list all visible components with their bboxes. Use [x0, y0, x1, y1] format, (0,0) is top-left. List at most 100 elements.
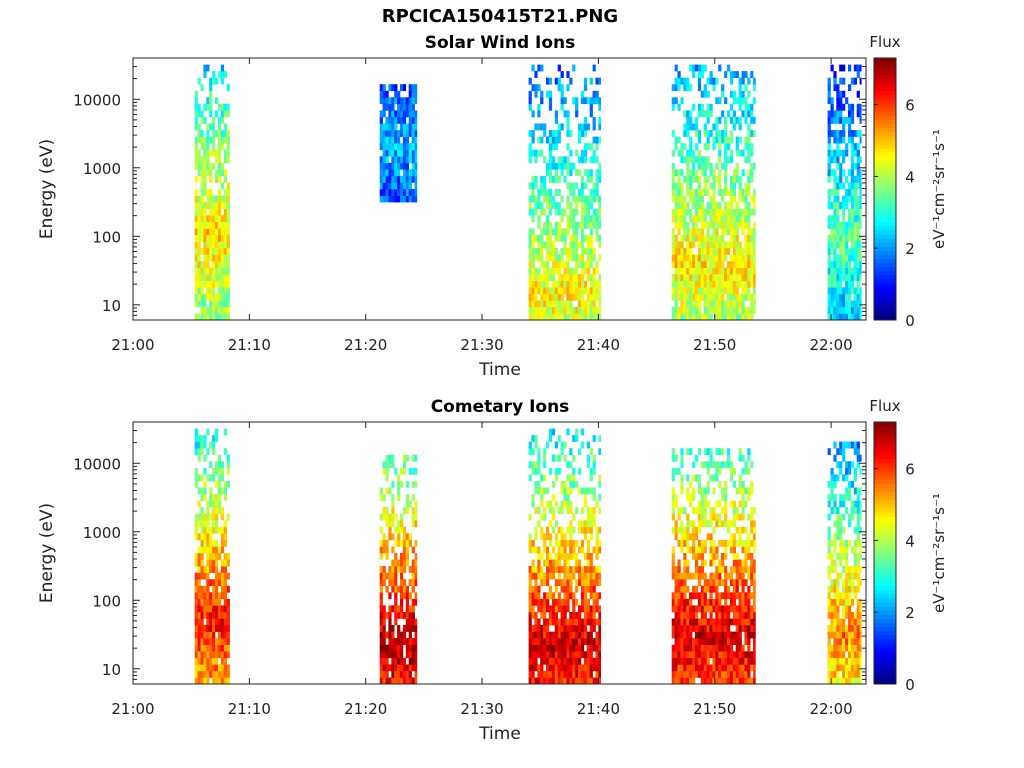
heatmap-cell — [706, 90, 710, 98]
heatmap-cell — [226, 293, 230, 301]
heatmap-cell — [827, 117, 831, 124]
heatmap-cell — [572, 215, 576, 222]
heatmap-cell — [411, 143, 415, 151]
heatmap-cell — [589, 110, 593, 118]
heatmap-cell — [839, 261, 843, 268]
heatmap-cell — [830, 293, 834, 301]
heatmap-cell — [703, 631, 707, 639]
heatmap-cell — [203, 566, 207, 573]
heatmap-cell — [551, 228, 556, 236]
heatmap-cell — [217, 123, 222, 131]
heatmap-cell — [677, 631, 681, 639]
heatmap-cell — [200, 598, 204, 606]
heatmap-cell — [732, 677, 736, 685]
heatmap-cell — [703, 300, 707, 308]
colorbar-swatch — [874, 544, 896, 550]
heatmap-cell — [391, 507, 395, 514]
heatmap-cell — [692, 670, 696, 678]
heatmap-cell — [203, 274, 207, 281]
heatmap-cell — [689, 123, 693, 131]
heatmap-cell — [583, 592, 588, 600]
heatmap-cell — [554, 559, 558, 567]
plot-frame — [132, 57, 867, 321]
heatmap-cell — [735, 566, 739, 573]
heatmap-cell — [850, 182, 855, 190]
heatmap-cell — [595, 169, 599, 177]
heatmap-cell — [543, 208, 547, 216]
heatmap-cell — [411, 494, 415, 501]
heatmap-cell — [839, 228, 843, 236]
x-axis-label: Time — [478, 360, 521, 380]
heatmap-cell — [683, 625, 687, 632]
heatmap-cell — [833, 247, 837, 255]
heatmap-cell — [859, 546, 862, 554]
heatmap-cell — [194, 428, 198, 436]
heatmap-cell — [735, 631, 739, 639]
heatmap-cell — [563, 313, 567, 321]
heatmap-cell — [206, 507, 210, 514]
heatmap-cell — [203, 670, 207, 678]
heatmap-cell — [569, 677, 573, 685]
heatmap-cell — [686, 169, 690, 177]
heatmap-cell — [741, 500, 745, 508]
heatmap-cell — [537, 507, 541, 514]
colorbar-tick-label: 2 — [905, 604, 915, 622]
heatmap-cell — [692, 618, 696, 626]
heatmap-cell — [592, 117, 596, 124]
heatmap-cell — [212, 162, 216, 170]
heatmap-cell — [402, 149, 407, 157]
heatmap-cell — [537, 566, 541, 573]
heatmap-cell — [546, 189, 550, 196]
heatmap-cell — [391, 559, 395, 567]
heatmap-cell — [203, 175, 207, 183]
heatmap-cell — [836, 234, 840, 242]
heatmap-cell — [732, 123, 736, 131]
heatmap-cell — [836, 202, 840, 209]
heatmap-cell — [738, 241, 742, 249]
heatmap-cell — [674, 592, 678, 600]
heatmap-cell — [586, 638, 590, 645]
heatmap-cell — [735, 175, 739, 183]
heatmap-cell — [402, 539, 407, 547]
heatmap-cell — [197, 441, 201, 449]
heatmap-cell — [575, 631, 579, 639]
heatmap-cell — [215, 254, 219, 262]
heatmap-cell — [827, 261, 831, 268]
heatmap-cell — [583, 169, 588, 177]
heatmap-cell — [405, 605, 409, 613]
heatmap-cell — [721, 677, 725, 685]
heatmap-cell — [677, 254, 681, 262]
heatmap-cell — [677, 241, 681, 249]
heatmap-cell — [212, 274, 216, 281]
heatmap-cell — [405, 592, 409, 600]
colorbar-swatch — [874, 225, 896, 231]
heatmap-cell — [537, 84, 541, 91]
heatmap-cell — [414, 84, 418, 91]
heatmap-cell — [845, 664, 849, 672]
heatmap-cell — [718, 149, 722, 157]
heatmap-cell — [411, 97, 415, 105]
heatmap-cell — [578, 625, 582, 632]
heatmap-cell — [546, 644, 550, 652]
heatmap-cell — [595, 605, 599, 613]
heatmap-cell — [414, 90, 418, 98]
heatmap-cell — [695, 169, 699, 177]
heatmap-cell — [215, 585, 219, 593]
heatmap-cell — [194, 474, 198, 482]
heatmap-cell — [598, 241, 601, 249]
heatmap-cell — [859, 631, 862, 639]
heatmap-cell — [842, 241, 846, 249]
heatmap-cell — [856, 500, 860, 508]
heatmap-cell — [680, 579, 684, 586]
heatmap-cell — [741, 585, 745, 593]
heatmap-cell — [575, 585, 579, 593]
heatmap-cell — [563, 553, 567, 560]
heatmap-cell — [853, 293, 857, 301]
heatmap-cell — [827, 592, 831, 600]
heatmap-cell — [217, 579, 222, 586]
heatmap-cell — [827, 175, 831, 183]
heatmap-cell — [397, 110, 401, 118]
heatmap-cell — [197, 631, 201, 639]
heatmap-cell — [680, 274, 684, 281]
heatmap-cell — [548, 267, 553, 275]
